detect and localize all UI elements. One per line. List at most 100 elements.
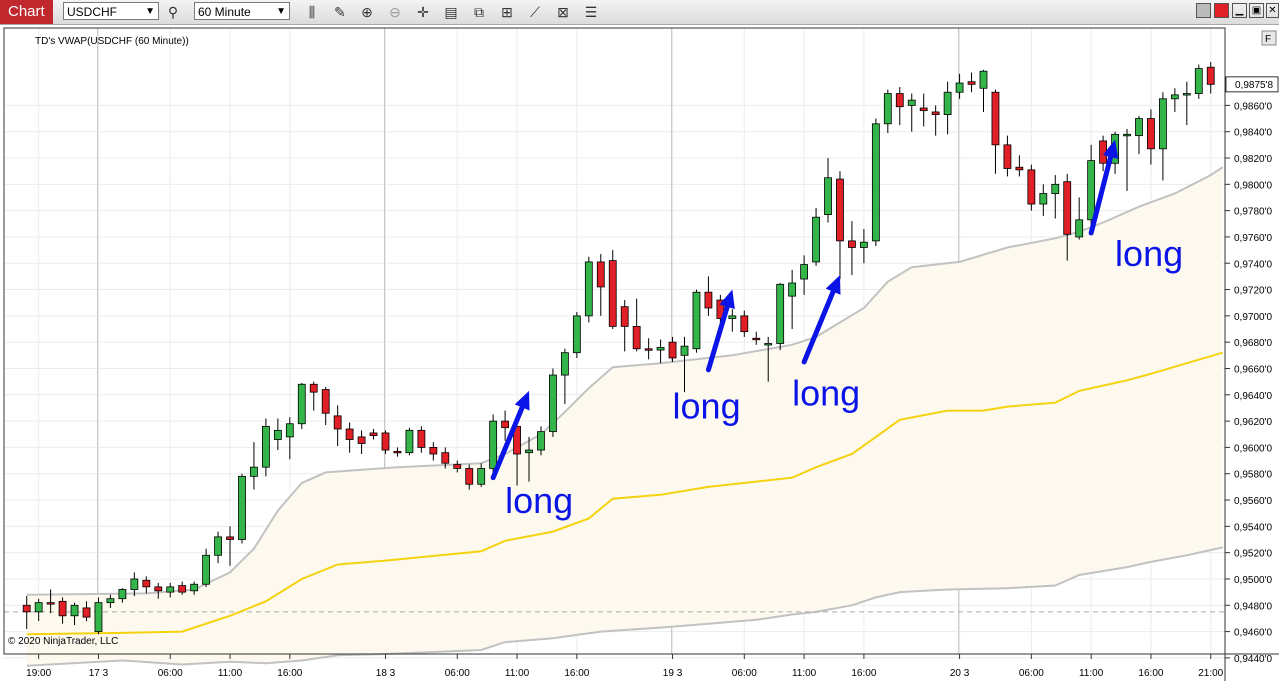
candle [369,429,378,440]
properties-icon[interactable]: ▤ [444,4,458,20]
candle-body [871,123,880,242]
candle [226,526,234,566]
chevron-down-icon: ▼ [276,6,286,17]
crosshair-icon[interactable]: ✛ [417,4,429,20]
candle-body [285,423,294,438]
candle [130,572,139,597]
candle [836,171,844,280]
candle-body [321,389,330,414]
x-tick-label: 06:00 [732,668,757,679]
candle [142,576,151,594]
candle [453,460,462,473]
candle [919,93,928,127]
candle-body [824,177,832,215]
window-color-button[interactable] [1196,3,1211,18]
close-button[interactable]: ✕ [1266,3,1279,18]
candle-body [584,261,593,317]
timeframe-select[interactable]: 60 Minute ▼ [194,2,290,20]
candles [22,61,1215,635]
candle-body [537,431,545,451]
data-box-icon[interactable]: ⧉ [474,4,484,20]
chart-tab[interactable]: Chart [0,0,53,24]
vwap-line [26,351,1223,636]
candle [190,581,199,595]
long-label: long [1115,233,1183,274]
candle [895,86,904,126]
y-tick-label: 0,9580'0 [1234,470,1272,481]
candle [955,73,964,99]
candle [477,463,486,487]
x-tick-label: 20 3 [950,668,970,679]
candle [154,582,163,599]
candle [345,422,354,453]
long-annotation: long [490,390,573,521]
candle [572,311,581,358]
candle [333,405,342,447]
y-tick-label: 0,9540'0 [1234,522,1272,533]
candle-body [883,93,892,125]
candle-body [1206,66,1215,85]
candle-body [860,241,868,248]
arrow-head [825,275,841,295]
y-tick-label: 0,9480'0 [1234,601,1272,612]
candle-body [477,468,486,485]
x-tick-label: 17 3 [89,668,109,679]
candle-body [513,425,521,455]
y-tick-label: 0,9600'0 [1234,443,1272,454]
candle-body [991,91,1000,146]
indicator-icon[interactable]: ⟋ [530,4,540,20]
candle [297,382,306,430]
candle-body [82,607,91,618]
minimize-button[interactable]: ▁ [1232,3,1247,18]
candle [644,338,653,360]
maximize-button[interactable]: ▣ [1249,3,1264,18]
candle [943,81,952,135]
candle-body [704,291,713,309]
y-tick-label: 0,9560'0 [1234,496,1272,507]
scale-toggle-button[interactable] [1261,30,1277,46]
candle [752,331,761,345]
candle-body [608,260,617,327]
candle-body [106,598,115,604]
candle-body [238,475,246,540]
strategy-icon[interactable]: ⊞ [501,4,513,20]
candle [656,339,665,364]
candle [764,336,773,382]
candle-body [1051,183,1060,194]
price-chart[interactable]: long long long long 0,9860'0 0,9840'0 0,9820'… [0,25,1279,681]
candle-body [46,602,55,605]
candle [1027,164,1036,211]
candle [1194,64,1203,99]
x-axis-ticks: 19:00 17 3 06:00 11:00 16:00 18 3 06:00 11:00 16… [26,654,1224,679]
candle-body [1182,93,1191,96]
candle-body [979,70,988,89]
analysis-icon[interactable]: ⊠ [557,4,569,20]
instrument-select[interactable]: USDCHF ▼ [63,2,159,20]
window-link-button[interactable] [1214,3,1229,18]
bar-type-icon[interactable]: ⫼ [308,4,316,20]
pencil-icon[interactable]: ✎ [334,4,346,20]
search-icon[interactable]: ⚲ [167,4,179,20]
candle-body [441,452,450,464]
x-tick-label: 06:00 [158,668,183,679]
zoom-in-icon[interactable]: ⊕ [361,4,373,20]
lower-band-line [26,546,1223,667]
chevron-down-icon: ▼ [145,6,155,17]
candle [46,589,55,614]
candle-body [931,111,940,115]
candle-body [1135,118,1143,137]
candle [1015,155,1024,177]
candle [441,447,450,469]
x-tick-label: 16:00 [564,668,589,679]
candle [1135,115,1143,155]
candle [489,414,498,474]
candle-body [453,464,462,469]
candle [967,72,976,93]
candle [166,582,175,598]
candle-body [369,432,378,436]
candle-body [1147,118,1155,150]
menu-list-icon[interactable]: ☰ [584,4,598,20]
candle-body [692,291,701,350]
instrument-value: USDCHF [67,5,117,19]
zoom-out-icon[interactable]: ⊖ [389,4,401,20]
